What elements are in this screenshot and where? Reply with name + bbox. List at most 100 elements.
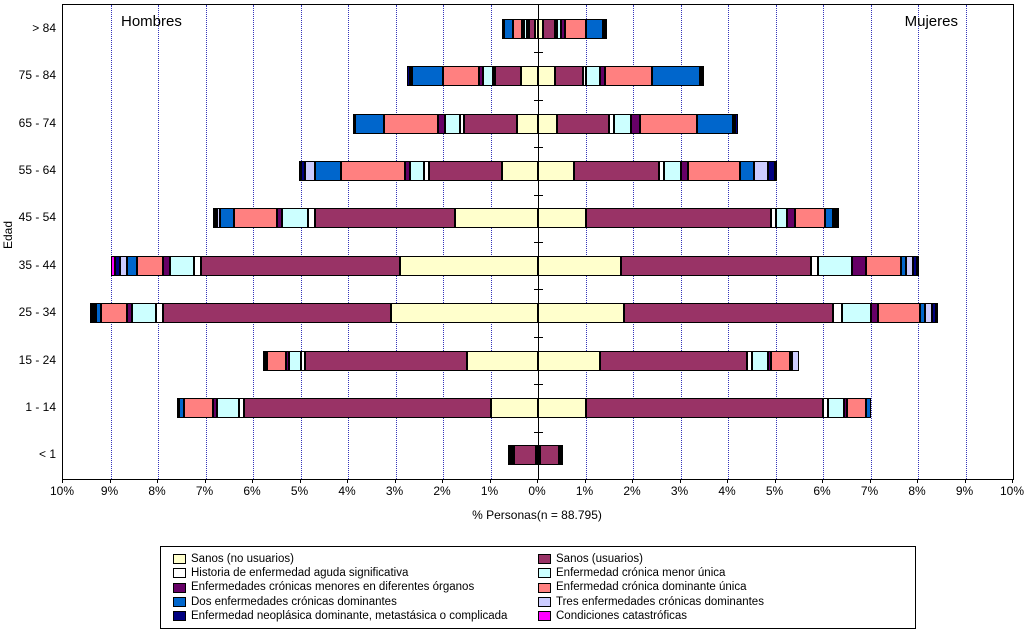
- x-axis-tick-label: 6%: [243, 484, 261, 498]
- bar-hombres-45-54: [213, 208, 538, 229]
- bar-mujeres->84: [538, 18, 607, 39]
- bar-segment: [775, 208, 788, 229]
- bar-segment: [314, 208, 455, 229]
- center-axis-tick: [534, 242, 543, 243]
- x-axis-tick-label: 10%: [49, 484, 75, 498]
- bar-segment: [459, 113, 465, 134]
- bar-segment: [307, 208, 315, 229]
- bar-segment: [534, 18, 538, 39]
- y-axis-label: 55 - 64: [18, 162, 56, 177]
- bar-segment: [844, 397, 847, 418]
- legend-swatch-icon: [173, 568, 186, 579]
- bar-segment: [901, 255, 907, 276]
- bar-segment: [659, 160, 664, 181]
- bar-segment: [540, 445, 560, 466]
- bar-segment: [701, 66, 705, 87]
- bar-segment: [136, 255, 163, 276]
- bar-segment: [913, 255, 918, 276]
- bar-segment: [200, 255, 401, 276]
- bar-segment: [528, 18, 535, 39]
- bar-segment: [131, 303, 156, 324]
- bar-segment: [478, 66, 484, 87]
- bar-segment: [340, 160, 405, 181]
- bar-segment: [554, 66, 584, 87]
- bar-hombres-1-14: [177, 397, 538, 418]
- bar-segment: [390, 303, 538, 324]
- gridline: [348, 5, 349, 479]
- y-axis-label: 35 - 44: [18, 257, 56, 272]
- bar-segment: [355, 113, 384, 134]
- bar-segment: [739, 160, 755, 181]
- bar-segment: [438, 113, 446, 134]
- bar-segment: [770, 208, 776, 229]
- bar-segment: [789, 350, 793, 371]
- bar-segment: [538, 397, 586, 418]
- bar-segment: [917, 255, 920, 276]
- legend: Sanos (no usuarios) Historia de enfermeda…: [160, 546, 916, 629]
- bar-segment: [538, 18, 543, 39]
- bar-segment: [906, 255, 914, 276]
- x-axis-tick-mark: [1012, 479, 1013, 483]
- bar-segment: [110, 255, 116, 276]
- legend-label: Sanos (usuarios): [556, 553, 643, 565]
- bar-segment: [680, 160, 688, 181]
- bar-segment: [687, 160, 740, 181]
- bar-segment: [409, 160, 424, 181]
- y-axis-label: < 1: [38, 447, 56, 462]
- bar-segment: [823, 397, 828, 418]
- bar-segment: [925, 303, 933, 324]
- bar-segment: [599, 66, 605, 87]
- bar-segment: [96, 303, 101, 324]
- x-axis-tick-labels: 10% 9% 8% 7% 6% 5% 4% 3% 2% 1% 0% 1% 2% 3% 4% 5% 6% 7% 8% 9…: [0, 484, 1024, 500]
- gridline: [680, 5, 682, 479]
- bar-segment: [445, 113, 460, 134]
- bar-segment: [234, 208, 277, 229]
- legend-item: Tres enfermedades crónicas dominantes: [538, 596, 903, 608]
- bar-segment: [524, 18, 527, 39]
- gridline: [490, 5, 492, 479]
- legend-item: Historia de enfermedad aguda significati…: [173, 567, 538, 579]
- x-axis-tick-mark: [537, 479, 538, 483]
- gridline: [823, 5, 824, 479]
- bar-segment: [526, 18, 529, 39]
- center-axis-tick: [534, 384, 543, 385]
- bar-segment: [554, 18, 557, 39]
- bar-segment: [559, 445, 562, 466]
- bar-segment: [305, 160, 315, 181]
- bar-segment: [585, 66, 600, 87]
- bar-segment: [299, 160, 302, 181]
- bar-hombres->84: [502, 18, 538, 39]
- bar-segment: [215, 208, 218, 229]
- legend-label: Historia de enfermedad aguda significati…: [191, 567, 409, 580]
- legend-swatch-icon: [173, 554, 186, 565]
- bar-segment: [179, 397, 185, 418]
- bar-mujeres-35-44: [538, 255, 920, 276]
- gridline: [205, 5, 207, 479]
- bar-segment: [732, 113, 736, 134]
- bar-segment: [630, 113, 641, 134]
- legend-label: Enfermedad crónica dominante única: [556, 581, 747, 594]
- x-axis-tick-label: 3%: [670, 484, 689, 498]
- bar-segment: [443, 66, 479, 87]
- legend-swatch-icon: [173, 582, 186, 593]
- bar-segment: [538, 160, 574, 181]
- bar-hombres-25-34: [89, 303, 538, 324]
- bar-segment: [162, 255, 170, 276]
- bar-mujeres-45-54: [538, 208, 839, 229]
- bar-segment: [538, 66, 555, 87]
- bar-segment: [932, 303, 937, 324]
- bar-hombres-15-24: [262, 350, 538, 371]
- x-axis-tick-label: 3%: [385, 484, 404, 498]
- bar-segment: [243, 397, 491, 418]
- bar-segment: [512, 18, 523, 39]
- x-axis-tick-mark: [489, 479, 491, 483]
- center-axis-tick: [534, 147, 543, 148]
- bar-segment: [219, 208, 234, 229]
- legend-label: Enfermedades crónicas menores en diferen…: [191, 581, 475, 594]
- bar-segment: [699, 66, 702, 87]
- gridline: [253, 5, 254, 479]
- bar-segment: [832, 303, 842, 324]
- bar-segment: [521, 66, 538, 87]
- bar-segment: [604, 18, 607, 39]
- legend-item: Condiciones catastróficas: [538, 610, 903, 622]
